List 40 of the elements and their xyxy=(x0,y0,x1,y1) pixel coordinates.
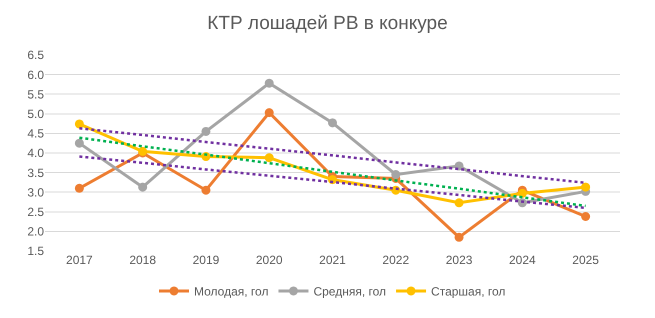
point xyxy=(74,138,84,148)
point xyxy=(581,212,590,221)
x-tick-label: 2020 xyxy=(256,253,283,267)
x-tick-label: 2018 xyxy=(129,253,156,267)
point xyxy=(264,108,274,118)
x-tick-label: 2023 xyxy=(446,253,473,267)
y-tick-label: 5.5 xyxy=(27,87,44,102)
point xyxy=(138,182,148,192)
x-tick-label: 2021 xyxy=(319,253,346,267)
point xyxy=(581,182,590,192)
point xyxy=(201,186,210,195)
point xyxy=(454,232,464,242)
x-tick-label: 2017 xyxy=(66,253,94,267)
y-tick-label: 4.0 xyxy=(27,146,44,160)
legend-label: Молодая, гол xyxy=(194,284,268,299)
x-tick-label: 2025 xyxy=(572,253,600,267)
point xyxy=(454,198,464,208)
legend-label: Старшая, гол xyxy=(431,284,506,299)
x-tick-label: 2022 xyxy=(382,253,410,267)
point xyxy=(264,78,274,88)
y-tick-label: 3.5 xyxy=(27,166,44,180)
y-tick-label: 6.0 xyxy=(27,68,44,82)
point xyxy=(264,153,274,162)
chart-title: КТР лошадей РВ в конкуре xyxy=(207,13,448,34)
point xyxy=(201,126,210,136)
y-tick-label: 2.0 xyxy=(27,224,44,239)
y-tick-label: 1.5 xyxy=(27,244,44,258)
point xyxy=(328,118,337,128)
y-tick-label: 2.5 xyxy=(27,205,44,219)
line-series xyxy=(78,155,587,210)
y-tick-label: 4.5 xyxy=(27,126,44,141)
point xyxy=(74,119,84,128)
point xyxy=(74,184,84,193)
legend-label: Средняя, гол xyxy=(313,284,386,299)
x-tick-label: 2024 xyxy=(508,253,536,267)
point xyxy=(391,170,400,180)
y-tick-label: 6.5 xyxy=(27,48,44,62)
x-tick-label: 2019 xyxy=(192,253,220,267)
y-tick-label: 5.0 xyxy=(27,107,44,121)
y-tick-label: 3.0 xyxy=(27,185,44,200)
